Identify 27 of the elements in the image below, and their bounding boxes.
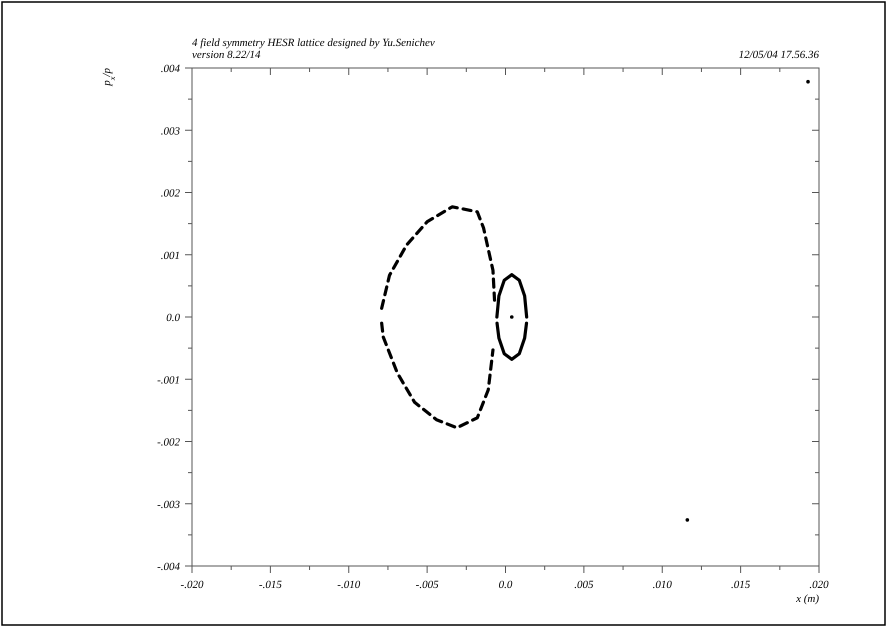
line-series — [495, 322, 528, 361]
y-tick-label: 0.0 — [166, 312, 180, 324]
point — [510, 315, 514, 319]
x-tick-label: 0.0 — [498, 579, 513, 591]
x-tick-label: -.020 — [180, 579, 204, 591]
x-tick-label: .015 — [731, 579, 751, 591]
y-tick-label: -.002 — [157, 436, 180, 448]
x-axis-title: x (m) — [795, 593, 820, 605]
text: 12/05/04 17.56.36 — [738, 49, 820, 61]
x-tick-label: .020 — [809, 579, 830, 591]
point — [686, 518, 690, 522]
chart-title: 4 field symmetry HESR lattice designed by Yu.Senichev — [192, 37, 435, 49]
x-tick-label: -.005 — [416, 579, 440, 591]
y-tick-label: .001 — [160, 250, 180, 262]
y-tick-label: .003 — [160, 125, 180, 138]
point — [806, 80, 810, 84]
y-tick-label: -.004 — [157, 561, 180, 573]
line-series — [380, 322, 495, 430]
y-tick-label: .002 — [160, 188, 180, 200]
y-tick-label: -.001 — [157, 374, 180, 386]
x-tick-label: .010 — [652, 579, 672, 591]
x-tick-label: .005 — [574, 579, 594, 591]
y-tick-label: .004 — [160, 63, 180, 75]
x-tick-label: -.015 — [258, 579, 282, 591]
x-tick-label: -.010 — [337, 579, 361, 591]
y-tick-label: -.003 — [157, 498, 180, 511]
chart-subtitle: version 8.22/14 — [192, 49, 261, 61]
